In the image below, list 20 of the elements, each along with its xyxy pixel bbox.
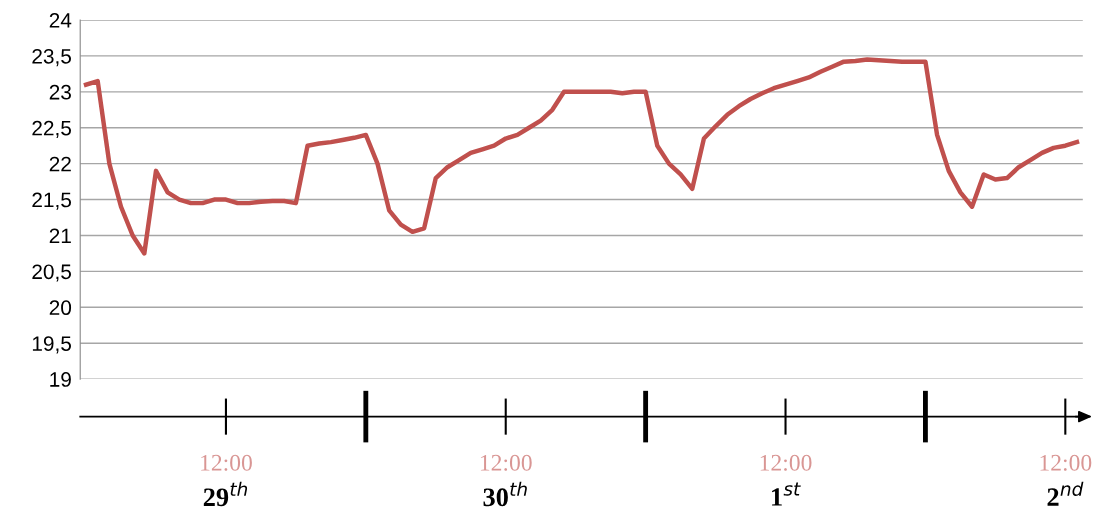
text: 30$^{th}$ bbox=[483, 481, 527, 507]
text: 29$^{th}$ bbox=[203, 481, 248, 507]
x-tick-label: 12:00 bbox=[480, 454, 532, 471]
y-tick-label: 20 bbox=[49, 300, 72, 316]
y-tick-label: 19 bbox=[50, 372, 71, 387]
y-tick-label: 19,5 bbox=[32, 336, 72, 354]
x-tick-label: 12:00 bbox=[201, 454, 252, 471]
y-tick-label: 22 bbox=[49, 156, 71, 172]
text: 1$^{st}$ bbox=[772, 482, 801, 506]
y-tick-label: 20,5 bbox=[32, 264, 72, 282]
y-tick-label: 21,5 bbox=[32, 192, 72, 210]
x-tick-label: 12:00 bbox=[1040, 454, 1092, 471]
y-tick-label: 22,5 bbox=[32, 120, 72, 138]
y-tick-label: 21 bbox=[49, 228, 71, 244]
y-tick-label: 23,5 bbox=[32, 48, 72, 67]
line-series bbox=[83, 57, 1080, 256]
text: 2$^{nd}$ bbox=[1047, 481, 1084, 506]
y-tick-label: 24 bbox=[49, 13, 72, 28]
y-tick-label: 23 bbox=[49, 84, 71, 100]
x-tick-label: 12:00 bbox=[760, 454, 812, 471]
